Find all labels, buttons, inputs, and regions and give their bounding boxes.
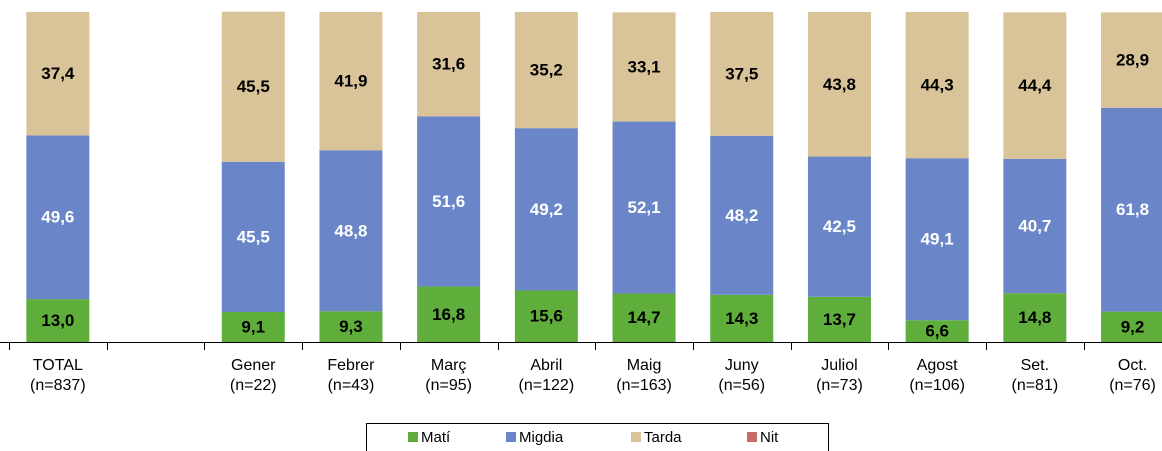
- bar-segment: [417, 12, 481, 117]
- data-label: 37,4: [41, 64, 75, 83]
- bar-segment: [710, 294, 774, 342]
- bar-segment: [1101, 311, 1162, 342]
- data-label: 42,5: [823, 217, 856, 236]
- bar-segment: [514, 290, 578, 342]
- x-tick-label: (n=837): [30, 377, 86, 394]
- bar-segment: [1003, 293, 1067, 342]
- data-label: 45,5: [237, 227, 270, 246]
- data-label: 51,6: [432, 192, 465, 211]
- legend-label: Tarda: [644, 429, 682, 446]
- data-label: 37,5: [725, 64, 758, 83]
- data-label: 13,0: [41, 311, 74, 330]
- data-label: 14,8: [1018, 308, 1051, 327]
- x-tick-label: (n=95): [425, 377, 472, 394]
- legend-swatch: [506, 432, 516, 442]
- bar-segment: [612, 12, 676, 122]
- x-tick-label: (n=73): [816, 377, 863, 394]
- x-tick-label: (n=43): [328, 377, 375, 394]
- bar-segment: [905, 12, 969, 159]
- x-tick-label: TOTAL: [33, 357, 83, 374]
- data-label: 13,7: [823, 310, 856, 329]
- data-label: 49,6: [41, 208, 74, 227]
- bar-segment: [26, 135, 90, 300]
- data-label: 9,1: [241, 317, 265, 336]
- bar-segment: [1101, 12, 1162, 108]
- x-tick-label: Juliol: [821, 357, 857, 374]
- x-tick-label: Agost: [917, 357, 958, 374]
- data-label: 14,3: [725, 309, 758, 328]
- bar-segment: [905, 158, 969, 321]
- bar-segment: [1101, 107, 1162, 312]
- x-tick-label: Oct.: [1118, 357, 1147, 374]
- x-tick-label: (n=76): [1109, 377, 1156, 394]
- data-label: 31,6: [432, 55, 465, 74]
- bar-segment: [417, 116, 481, 287]
- bar-segment: [710, 12, 774, 136]
- data-label: 9,3: [339, 317, 363, 336]
- x-tick-label: Set.: [1021, 357, 1049, 374]
- x-tick-label: Gener: [231, 357, 276, 374]
- data-label: 61,8: [1116, 200, 1149, 219]
- bar-segment: [26, 12, 90, 136]
- x-tick-label: (n=22): [230, 377, 277, 394]
- x-tick-label: (n=81): [1011, 377, 1058, 394]
- bar-segment: [710, 135, 774, 295]
- legend-label: Nit: [760, 429, 779, 446]
- data-label: 49,2: [530, 200, 563, 219]
- bar-segment: [221, 161, 285, 312]
- data-label: 35,2: [530, 61, 563, 80]
- data-label: 48,2: [725, 206, 758, 225]
- bar-segment: [221, 11, 285, 162]
- data-label: 6,6: [925, 322, 949, 341]
- x-tick-label: Juny: [725, 357, 759, 374]
- data-label: 48,8: [334, 221, 367, 240]
- bar-segment: [319, 311, 383, 342]
- legend-label: Migdia: [519, 429, 564, 446]
- x-tick-label: Abril: [530, 357, 562, 374]
- legend-swatch: [747, 432, 757, 442]
- legend-swatch: [631, 432, 641, 442]
- x-tick-label: (n=122): [519, 377, 575, 394]
- data-label: 16,8: [432, 305, 465, 324]
- bar-segment: [807, 156, 871, 297]
- x-tick-label: (n=56): [718, 377, 765, 394]
- data-label: 52,1: [628, 198, 661, 217]
- bar-segment: [905, 320, 969, 342]
- bar-segment: [319, 150, 383, 312]
- x-tick-label: Febrer: [327, 357, 375, 374]
- bar-segment: [319, 12, 383, 151]
- bar-segment: [1003, 158, 1067, 294]
- bar-segment: [807, 296, 871, 342]
- x-tick-label: Març: [431, 357, 467, 374]
- data-label: 41,9: [334, 72, 367, 91]
- bar-segment: [417, 286, 481, 342]
- data-label: 9,2: [1121, 317, 1145, 336]
- bar-segment: [221, 311, 285, 342]
- data-label: 44,4: [1018, 76, 1052, 95]
- x-tick-label: Maig: [627, 357, 662, 374]
- data-label: 28,9: [1116, 50, 1149, 69]
- data-label: 14,7: [628, 308, 661, 327]
- legend-swatch: [408, 432, 418, 442]
- x-tick-label: (n=106): [909, 377, 965, 394]
- bar-segment: [612, 121, 676, 294]
- data-label: 45,5: [237, 77, 270, 96]
- bar-segment: [26, 299, 90, 342]
- data-label: 15,6: [530, 307, 563, 326]
- data-label: 44,3: [921, 76, 954, 95]
- data-label: 49,1: [921, 230, 954, 249]
- data-label: 43,8: [823, 75, 856, 94]
- bar-segment: [514, 12, 578, 129]
- bar-segment: [514, 128, 578, 291]
- bar-segment: [807, 12, 871, 157]
- bar-segment: [612, 293, 676, 342]
- bar-segment: [1003, 12, 1067, 159]
- data-label: 33,1: [628, 57, 661, 76]
- x-tick-label: (n=163): [616, 377, 672, 394]
- legend-label: Matí: [421, 429, 451, 446]
- data-label: 40,7: [1018, 216, 1051, 235]
